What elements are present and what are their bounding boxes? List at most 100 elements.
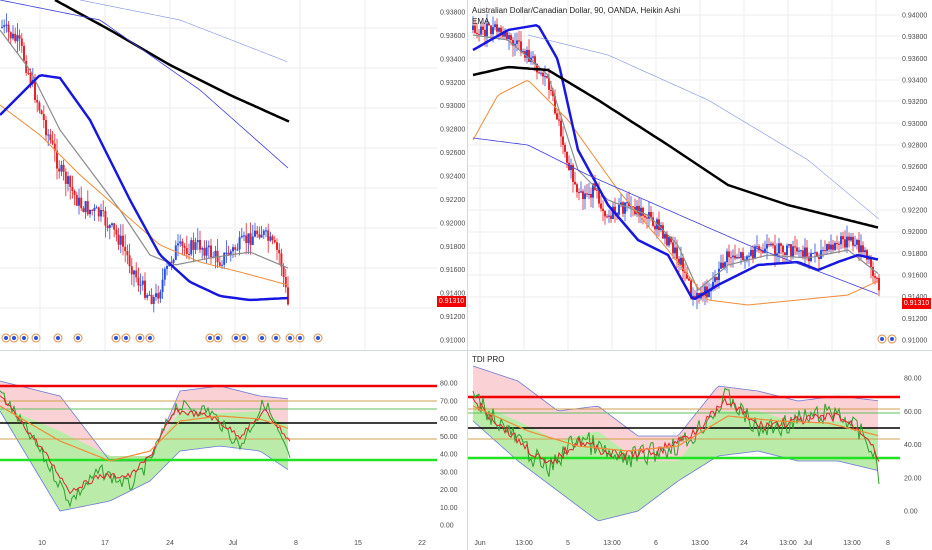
right-price-candle (650, 212, 652, 218)
left-indicator-pane[interactable] (0, 351, 437, 534)
left-slowest-ma (79, 0, 288, 62)
right-indicator-tick: 40.00 (904, 442, 922, 449)
left-price-candle (71, 186, 74, 192)
right-price-candle (716, 277, 718, 281)
left-price-candle (115, 229, 118, 235)
left-price-tick: 0.91800 (440, 244, 465, 251)
left-price-candle (14, 33, 17, 42)
right-price-candle (586, 193, 588, 195)
right-price-candle (474, 25, 476, 33)
right-price-candle (542, 72, 544, 77)
right-price-candle (870, 258, 872, 267)
left-price-candle (23, 45, 25, 61)
left-price-tick: 0.91200 (440, 314, 465, 321)
right-price-candle (784, 252, 786, 255)
left-price-candle (100, 209, 102, 217)
left-indicator-plot[interactable] (0, 351, 437, 534)
right-price-tick: 0.91400 (902, 294, 927, 301)
left-price-candle (273, 240, 276, 243)
left-price-candle (73, 191, 76, 196)
left-price-candle (12, 33, 14, 39)
left-price-candle (287, 287, 289, 305)
right-price-candle (570, 165, 572, 170)
right-orange-ma (472, 79, 879, 306)
left-price-candle (16, 35, 19, 42)
left-price-candle (177, 243, 179, 246)
left-price-candle (174, 245, 177, 260)
left-price-candle (117, 234, 120, 245)
event-flag-icon (208, 336, 212, 340)
left-price-candle (150, 294, 153, 304)
right-price-pane[interactable]: Australian Dollar/Canadian Dollar, 90, O… (468, 0, 900, 350)
right-price-candle (592, 183, 594, 198)
left-price-candle (126, 251, 129, 256)
left-price-pane[interactable]: 0.91310 (0, 0, 437, 350)
right-price-candle (740, 252, 742, 258)
right-price-candle (798, 250, 800, 252)
right-price-candle (490, 25, 492, 35)
left-price-candle (104, 211, 107, 226)
left-price-candle (282, 266, 285, 277)
right-price-axis[interactable]: 0.94000 0.93800 0.93600 0.93400 0.93200 0.930… (900, 0, 932, 350)
right-rsi-line (472, 387, 880, 485)
right-price-candle (878, 277, 880, 291)
right-price-tick: 0.92800 (902, 143, 927, 150)
left-time-tick: 10 (38, 540, 46, 547)
right-blue-ma (472, 24, 879, 301)
right-price-tick: 0.93600 (902, 56, 927, 63)
left-price-tick: 0.91000 (440, 338, 465, 345)
right-price-candle (812, 252, 814, 254)
right-time-axis[interactable]: Jun 13:00 5 13:00 6 13:00 24 13:00 Jul 13:00 8 (468, 534, 932, 550)
left-price-candle (133, 270, 135, 275)
left-price-candle (7, 24, 10, 33)
right-indicator-plot[interactable] (468, 351, 900, 534)
event-flag-icon (242, 336, 246, 340)
left-price-candle (58, 168, 61, 172)
right-tdi-band-lower-fill (473, 401, 878, 521)
right-price-candle (876, 277, 878, 279)
right-price-candle (832, 244, 834, 250)
right-price-candle (804, 247, 806, 257)
right-price-candle (792, 246, 794, 257)
right-price-candle (580, 191, 582, 193)
left-price-candle (183, 246, 186, 248)
left-indicator-axis[interactable]: 80.00 70.00 60.00 50.00 40.00 30.00 20.00 10.00… (437, 351, 467, 534)
left-price-plot[interactable] (0, 0, 437, 350)
right-price-candle (778, 243, 780, 254)
right-price-candle (636, 205, 638, 215)
left-price-axis[interactable]: 0.93800 0.93600 0.93400 0.93200 0.93000 0.928… (437, 0, 467, 350)
right-price-candle (848, 236, 850, 241)
right-indicator-pane[interactable]: TDI PRO (468, 351, 900, 534)
left-price-candle (95, 207, 98, 209)
left-price-candle (25, 60, 28, 73)
left-time-axis[interactable]: 10 17 24 Jul 8 15 22 (0, 534, 467, 550)
left-price-candle (38, 102, 41, 111)
left-price-candle (251, 236, 254, 245)
right-price-plot[interactable] (468, 0, 900, 350)
left-price-candle (20, 38, 23, 46)
right-price-candle (508, 35, 510, 40)
ema-legend-label[interactable]: EMA (472, 17, 490, 26)
right-price-candle (642, 207, 644, 216)
left-indicator-tick: 40.00 (440, 452, 458, 459)
right-time-tick: 6 (654, 540, 658, 547)
left-price-candle (60, 164, 63, 172)
right-price-candle (818, 257, 820, 260)
right-price-candle (534, 56, 536, 64)
right-price-candle (808, 256, 810, 262)
right-price-candle (860, 245, 862, 253)
left-price-candle (258, 234, 261, 238)
right-price-candle (802, 250, 804, 257)
right-price-candle (494, 24, 496, 28)
left-indicator-tick: 0.00 (440, 523, 454, 530)
right-price-candle (512, 40, 514, 46)
left-price-candle (51, 140, 54, 144)
right-indicator-tick: 60.00 (904, 409, 922, 416)
right-price-candle (874, 276, 876, 278)
right-price-candle (760, 250, 762, 252)
right-price-candle (672, 242, 674, 254)
right-price-candle (726, 251, 728, 263)
right-price-candle (752, 249, 754, 259)
right-indicator-axis[interactable]: 80.00 60.00 40.00 20.00 0.00 (900, 351, 932, 534)
left-price-candle (34, 79, 36, 100)
